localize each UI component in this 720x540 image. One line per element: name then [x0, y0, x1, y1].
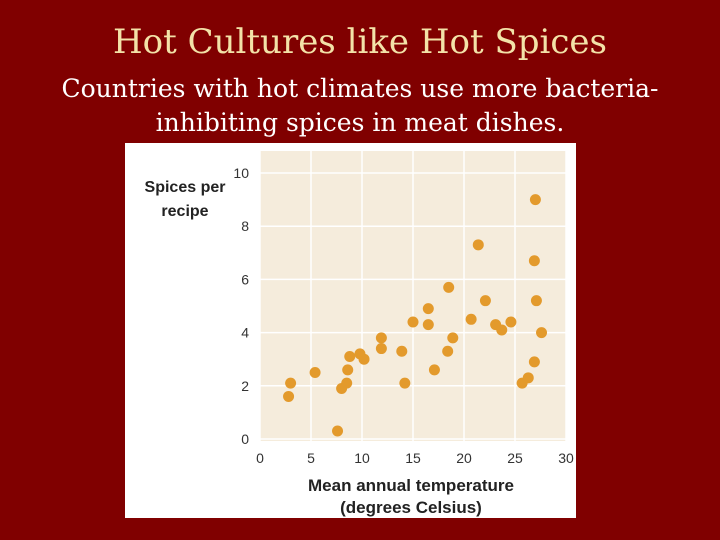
x-tick-labels: 0 5 10 15 20 25 30 [256, 450, 574, 466]
data-points [283, 194, 548, 437]
y-tick-labels: 0 2 4 6 8 10 [233, 165, 249, 447]
x-axis-label-line-2: (degrees Celsius) [340, 498, 482, 517]
data-point [530, 295, 542, 307]
chart-figure: 0 2 4 6 8 10 0 5 10 15 20 25 30 Spices per recipe M… [125, 143, 576, 518]
y-tick-label: 0 [241, 431, 249, 447]
data-point [285, 377, 297, 389]
data-point [479, 295, 491, 307]
y-axis-label-line-2: recipe [161, 203, 208, 220]
y-tick-label: 8 [241, 218, 249, 234]
data-point [447, 332, 459, 344]
data-point [375, 343, 387, 355]
data-point [399, 377, 411, 389]
data-point [465, 313, 477, 325]
data-point [472, 239, 484, 251]
x-tick-label: 20 [456, 450, 472, 466]
y-tick-label: 4 [241, 325, 249, 341]
x-tick-label: 5 [307, 450, 315, 466]
x-tick-label: 10 [354, 450, 370, 466]
data-point [496, 324, 508, 336]
data-point [342, 364, 354, 376]
y-tick-label: 6 [241, 271, 249, 287]
data-point [332, 425, 344, 437]
x-tick-label: 0 [256, 450, 264, 466]
data-point [529, 194, 541, 206]
subtitle-line-1: Countries with hot climates use more bac… [61, 74, 659, 103]
slide-title: Hot Cultures like Hot Spices [113, 22, 607, 62]
y-tick-label: 2 [241, 378, 249, 394]
x-axis-label-line-1: Mean annual temperature [308, 476, 514, 495]
data-point [396, 345, 408, 357]
grid-lines [259, 151, 567, 441]
x-tick-label: 15 [405, 450, 421, 466]
data-point [309, 367, 321, 378]
data-point [505, 316, 517, 328]
data-point [344, 351, 356, 363]
y-axis-label-line-1: Spices per [145, 179, 226, 196]
slide-subtitle: Countries with hot climates use more bac… [40, 72, 680, 140]
data-point [422, 303, 434, 315]
data-point [528, 255, 540, 267]
data-point [375, 332, 387, 344]
data-point [536, 327, 548, 339]
data-point [283, 390, 295, 402]
data-point [341, 377, 353, 389]
data-point [522, 372, 534, 384]
subtitle-line-2: inhibiting spices in meat dishes. [155, 108, 565, 137]
data-point [528, 356, 540, 368]
data-point [428, 364, 440, 376]
data-point [407, 316, 419, 328]
data-point [442, 345, 454, 357]
data-point [358, 353, 370, 365]
y-tick-label: 10 [233, 165, 249, 181]
data-point [422, 319, 434, 331]
x-tick-label: 30 [558, 450, 574, 466]
x-tick-label: 25 [507, 450, 523, 466]
data-point [443, 281, 455, 293]
scatter-chart: 0 2 4 6 8 10 0 5 10 15 20 25 30 Spices per recipe M… [145, 151, 574, 517]
